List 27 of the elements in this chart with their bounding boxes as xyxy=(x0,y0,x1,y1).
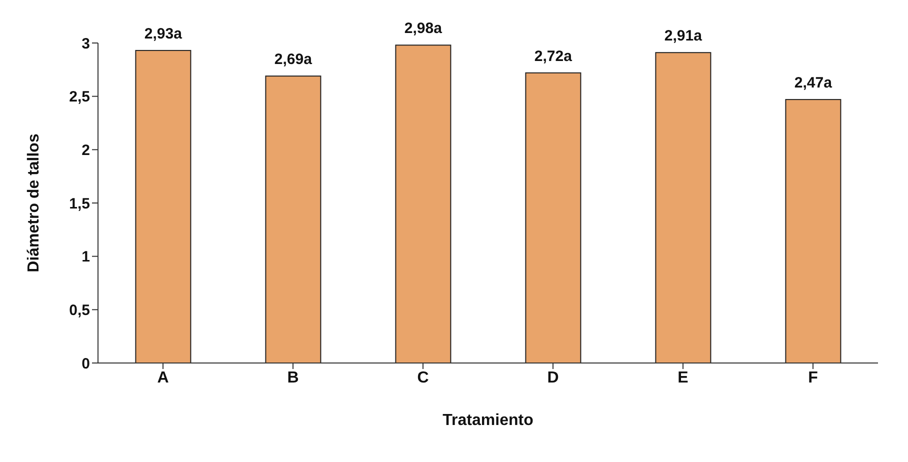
bar xyxy=(395,44,452,363)
y-tick-label: 0,5 xyxy=(69,302,90,319)
data-label: 2,98a xyxy=(404,20,443,38)
data-label: 2,91a xyxy=(664,28,703,45)
bar xyxy=(655,52,712,363)
x-tick-label: B xyxy=(287,369,299,386)
x-tick-label: A xyxy=(157,369,170,386)
bar xyxy=(785,99,842,363)
bar xyxy=(265,76,322,363)
y-tick-label: 1 xyxy=(82,248,90,266)
bar xyxy=(525,72,582,363)
x-axis-title: Tratamiento xyxy=(442,412,534,429)
data-label: 2,47a xyxy=(794,74,833,92)
y-tick-label: 3 xyxy=(82,35,90,52)
y-axis-title: Diámetro de tallos xyxy=(26,134,43,272)
bar xyxy=(135,50,192,363)
y-tick-label: 2,5 xyxy=(69,88,90,106)
x-tick-label: C xyxy=(417,369,430,386)
data-label: 2,93a xyxy=(144,25,183,42)
x-tick-label: D xyxy=(547,369,559,386)
data-label: 2,72a xyxy=(534,48,573,65)
x-tick-label: E xyxy=(678,369,689,386)
y-tick-label: 1,5 xyxy=(69,195,90,212)
y-tick-label: 2 xyxy=(82,142,90,159)
data-label: 2,69a xyxy=(274,51,313,68)
x-tick-label: F xyxy=(808,369,818,386)
y-tick-label: 0 xyxy=(82,355,90,372)
